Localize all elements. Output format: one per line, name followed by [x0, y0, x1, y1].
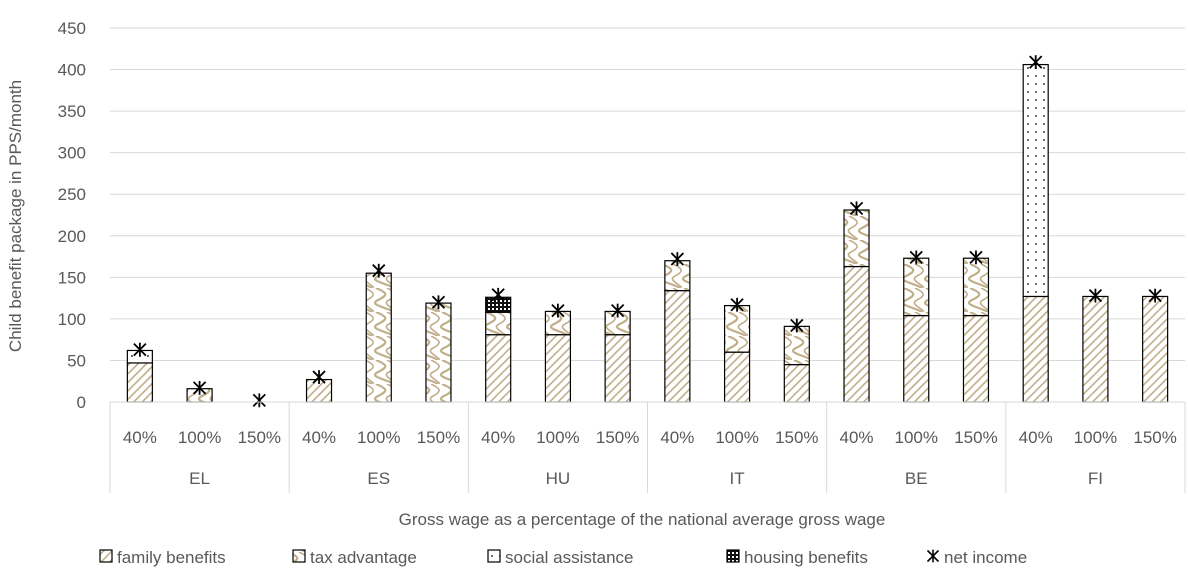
bar-category-label: 100% [895, 428, 938, 447]
bar-category-label: 150% [417, 428, 460, 447]
bar-segment-social-assistance [1022, 63, 1049, 298]
legend-item-social-assistance: social assistance [487, 548, 634, 567]
legend: family benefits tax advantage social assis… [99, 548, 1027, 567]
bar-segment-family-benefits [126, 362, 153, 403]
bar-segment-family-benefits [783, 364, 810, 403]
bar-category-label: 40% [1019, 428, 1053, 447]
y-tick-label: 250 [58, 185, 86, 204]
bar-category-label: 40% [123, 428, 157, 447]
gridlines [110, 27, 1185, 403]
net-income-marker [611, 303, 625, 318]
legend-swatch [926, 549, 940, 563]
group-label: IT [730, 469, 745, 488]
group-label: FI [1088, 469, 1103, 488]
y-tick-label: 300 [58, 144, 86, 163]
legend-swatch [487, 549, 501, 563]
x-axis: EL 40% 100% 150% ES 40% 100% 150% HU 40% 100% 150% I… [109, 401, 1186, 493]
bar-category-label: 150% [596, 428, 639, 447]
net-income-marker [372, 263, 386, 278]
legend-swatch [292, 549, 306, 563]
bar-segment-family-benefits [485, 334, 512, 403]
bar-category-label: 150% [775, 428, 818, 447]
net-income-marker [909, 250, 923, 265]
legend-label: social assistance [505, 548, 634, 567]
group-label: ES [367, 469, 390, 488]
legend-label: family benefits [117, 548, 226, 567]
bar-segment-family-benefits [604, 334, 631, 403]
group-label: BE [905, 469, 928, 488]
y-axis-ticks: 0 50 100 150 200 250 300 350 400 450 [58, 19, 86, 412]
legend-item-family-benefits: family benefits [99, 548, 226, 567]
legend-item-tax-advantage: tax advantage [292, 548, 417, 567]
legend-label: tax advantage [310, 548, 417, 567]
bar-segment-family-benefits [1142, 295, 1169, 403]
net-income-marker [670, 252, 684, 266]
net-income-marker [1088, 288, 1103, 303]
bar-category-label: 100% [536, 428, 579, 447]
bar-segment-tax-advantage [723, 304, 751, 353]
bar-segment-tax-advantage [365, 272, 392, 403]
bar-category-label: 40% [840, 428, 874, 447]
bar-category-label: 150% [1133, 428, 1176, 447]
net-income-marker [491, 287, 505, 302]
bar-segment-family-benefits [1022, 295, 1049, 403]
bar-segment-tax-advantage [962, 257, 990, 317]
net-income-marker [312, 370, 326, 384]
y-tick-label: 350 [58, 102, 86, 121]
legend-label: housing benefits [744, 548, 868, 567]
net-income-marker [849, 201, 864, 216]
bar-segment-tax-advantage [783, 325, 810, 366]
bar-segment-tax-advantage [903, 257, 930, 317]
bar-segment-tax-advantage [843, 209, 870, 268]
net-income-markers [133, 55, 1162, 408]
bar-segment-family-benefits [723, 351, 751, 403]
y-tick-label: 50 [67, 351, 86, 370]
bar-category-label: 100% [1074, 428, 1117, 447]
bar-category-label: 100% [178, 428, 221, 447]
net-income-marker [551, 303, 565, 318]
bar-category-label: 100% [357, 428, 400, 447]
legend-item-net-income: net income [926, 548, 1027, 567]
legend-label: net income [944, 548, 1027, 567]
net-income-marker [730, 297, 744, 312]
legend-swatch [726, 549, 740, 563]
y-tick-label: 0 [77, 393, 86, 412]
y-tick-label: 450 [58, 19, 86, 38]
legend-item-housing-benefits: housing benefits [726, 548, 868, 567]
bar-category-label: 40% [302, 428, 336, 447]
net-income-marker [431, 295, 446, 310]
y-axis-title: Child benefit package in PPS/month [6, 80, 25, 352]
bar-segment-family-benefits [664, 290, 691, 403]
net-income-marker [969, 250, 983, 265]
net-income-marker [790, 318, 804, 333]
bar-segment-family-benefits [544, 334, 572, 403]
bar-category-label: 40% [660, 428, 694, 447]
bar-segment-tax-advantage [425, 302, 452, 403]
bars [126, 63, 1169, 403]
y-tick-label: 100 [58, 310, 86, 329]
y-tick-label: 400 [58, 61, 86, 80]
bar-segment-family-benefits [903, 314, 930, 403]
x-axis-title: Gross wage as a percentage of the nation… [399, 510, 886, 529]
y-tick-label: 200 [58, 227, 86, 246]
net-income-marker [1029, 55, 1043, 69]
net-income-marker [133, 342, 147, 357]
bar-segment-tax-advantage [485, 311, 512, 336]
bar-category-label: 40% [481, 428, 515, 447]
bar-segment-family-benefits [962, 314, 990, 403]
legend-swatch [99, 549, 113, 563]
group-label: HU [546, 469, 571, 488]
bar-category-label: 150% [954, 428, 997, 447]
group-label: EL [189, 469, 210, 488]
net-income-marker [252, 393, 266, 408]
bar-segment-family-benefits [843, 265, 870, 403]
net-income-marker [1148, 288, 1162, 303]
net-income-marker [192, 380, 207, 395]
bar-segment-family-benefits [1082, 295, 1109, 403]
bar-category-label: 100% [715, 428, 758, 447]
y-tick-label: 150 [58, 268, 86, 287]
bar-category-label: 150% [238, 428, 281, 447]
